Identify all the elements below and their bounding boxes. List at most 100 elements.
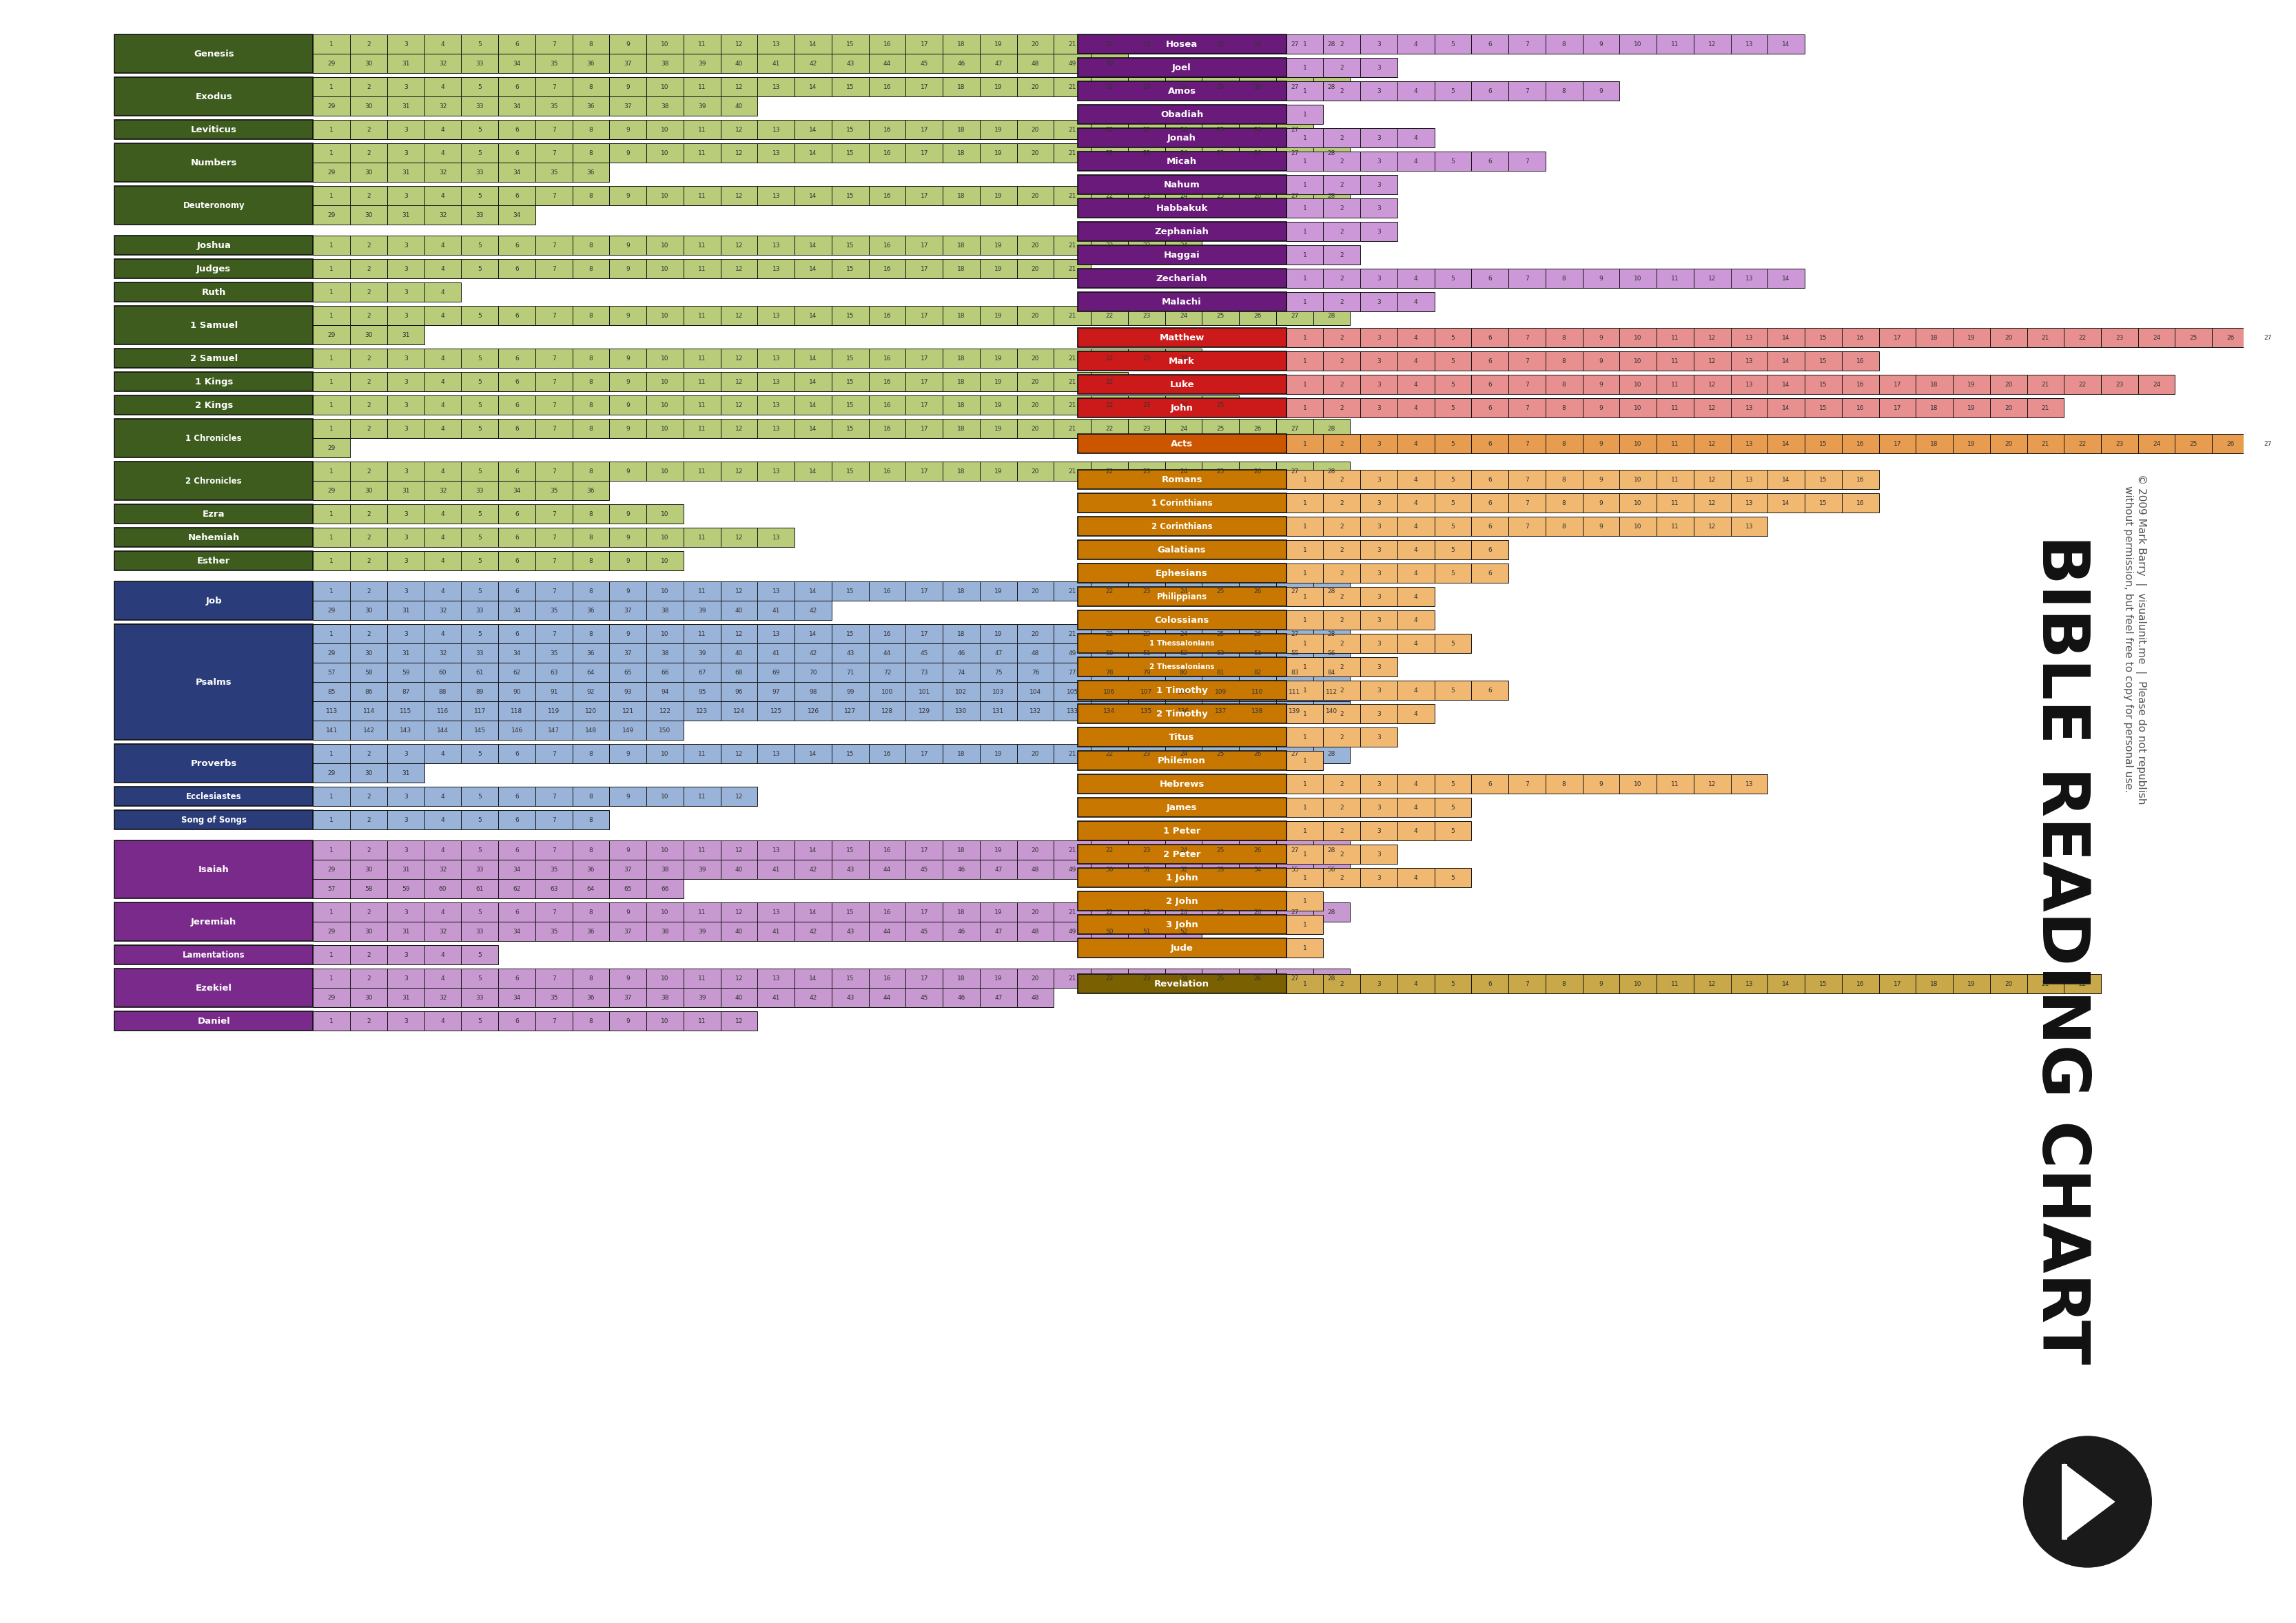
Text: 11: 11 bbox=[698, 794, 705, 800]
Text: 9: 9 bbox=[627, 588, 629, 594]
Text: 9: 9 bbox=[627, 425, 629, 432]
Text: 8: 8 bbox=[588, 794, 592, 800]
Bar bbox=[425, 743, 461, 763]
Text: 5: 5 bbox=[1451, 404, 1456, 411]
Text: 6: 6 bbox=[514, 631, 519, 636]
Text: 13: 13 bbox=[771, 378, 781, 385]
Bar bbox=[425, 841, 461, 860]
Bar bbox=[2250, 328, 2287, 347]
Bar bbox=[115, 505, 312, 524]
Bar bbox=[351, 880, 388, 898]
Bar bbox=[1508, 328, 1545, 347]
Text: 45: 45 bbox=[921, 867, 928, 873]
Text: 14: 14 bbox=[1782, 440, 1791, 446]
Bar bbox=[1277, 682, 1313, 701]
Text: 20: 20 bbox=[1031, 127, 1040, 133]
Text: 11: 11 bbox=[698, 750, 705, 756]
Bar bbox=[461, 260, 498, 278]
Text: 8: 8 bbox=[588, 355, 592, 362]
Bar bbox=[388, 988, 425, 1008]
Text: 14: 14 bbox=[1782, 276, 1791, 281]
Bar bbox=[2062, 1464, 2066, 1540]
Text: 23: 23 bbox=[1143, 847, 1150, 854]
Text: 13: 13 bbox=[771, 355, 781, 362]
Text: 1 John: 1 John bbox=[1166, 873, 1199, 883]
Bar bbox=[1508, 433, 1545, 453]
Text: 2: 2 bbox=[1341, 734, 1343, 740]
Bar bbox=[721, 860, 758, 880]
Text: 21: 21 bbox=[1068, 312, 1077, 318]
Text: 2: 2 bbox=[1341, 711, 1343, 717]
Bar bbox=[1322, 563, 1359, 583]
Text: 10: 10 bbox=[1635, 440, 1642, 446]
Bar bbox=[1954, 974, 1991, 993]
Bar bbox=[1359, 222, 1398, 242]
Bar bbox=[1655, 269, 1694, 287]
Text: 30: 30 bbox=[365, 102, 372, 109]
Text: 28: 28 bbox=[1327, 975, 1336, 982]
Text: 8: 8 bbox=[588, 84, 592, 89]
Text: 47: 47 bbox=[994, 649, 1003, 656]
Bar bbox=[1077, 351, 1286, 370]
Bar bbox=[1054, 969, 1091, 988]
Bar bbox=[905, 662, 944, 682]
Text: Deuteronomy: Deuteronomy bbox=[184, 201, 246, 209]
Text: 5: 5 bbox=[1451, 440, 1456, 446]
Bar bbox=[1655, 375, 1694, 394]
Bar bbox=[498, 349, 535, 368]
Bar bbox=[498, 969, 535, 988]
Text: 23: 23 bbox=[1143, 631, 1150, 636]
Bar bbox=[1694, 351, 1731, 370]
Bar bbox=[758, 662, 794, 682]
Bar bbox=[1322, 292, 1359, 312]
Bar bbox=[980, 235, 1017, 255]
Bar bbox=[868, 349, 905, 368]
Text: 20: 20 bbox=[2004, 334, 2011, 341]
Bar bbox=[572, 396, 608, 415]
Bar bbox=[1286, 328, 1322, 347]
Text: 2: 2 bbox=[1341, 828, 1343, 834]
Text: 48: 48 bbox=[1031, 928, 1040, 935]
Bar bbox=[1322, 222, 1359, 242]
Bar bbox=[1805, 974, 1841, 993]
Text: 17: 17 bbox=[921, 588, 928, 594]
Text: 33: 33 bbox=[475, 487, 484, 493]
Bar bbox=[684, 860, 721, 880]
Bar bbox=[572, 880, 608, 898]
Bar bbox=[1322, 799, 1359, 816]
Text: 16: 16 bbox=[884, 41, 891, 47]
Bar bbox=[905, 581, 944, 601]
Bar bbox=[758, 349, 794, 368]
Bar bbox=[1359, 844, 1398, 863]
Bar bbox=[535, 78, 572, 96]
Bar bbox=[1398, 821, 1435, 841]
Bar bbox=[1091, 235, 1127, 255]
Text: 9: 9 bbox=[627, 242, 629, 248]
Bar bbox=[1359, 269, 1398, 287]
Text: 17: 17 bbox=[921, 127, 928, 133]
Text: 18: 18 bbox=[957, 355, 964, 362]
Text: 14: 14 bbox=[1782, 404, 1791, 411]
Text: 27: 27 bbox=[1290, 84, 1300, 89]
Text: 108: 108 bbox=[1178, 688, 1189, 695]
Text: 10: 10 bbox=[661, 312, 668, 318]
Text: 10: 10 bbox=[661, 193, 668, 198]
Text: 4: 4 bbox=[1414, 781, 1417, 787]
Bar bbox=[831, 581, 868, 601]
Bar bbox=[2138, 375, 2174, 394]
Bar bbox=[684, 701, 721, 721]
Bar bbox=[388, 419, 425, 438]
Bar bbox=[944, 305, 980, 325]
Bar bbox=[425, 880, 461, 898]
Bar bbox=[1286, 269, 1322, 287]
Bar bbox=[1398, 588, 1435, 607]
Text: 28: 28 bbox=[1327, 588, 1336, 594]
Text: 56: 56 bbox=[1327, 867, 1336, 873]
Text: 19: 19 bbox=[994, 750, 1003, 756]
Text: 7: 7 bbox=[551, 847, 556, 854]
Bar bbox=[758, 419, 794, 438]
Text: 12: 12 bbox=[735, 193, 744, 198]
Bar bbox=[312, 763, 351, 782]
Text: 5: 5 bbox=[478, 534, 482, 540]
Text: 26: 26 bbox=[1254, 467, 1261, 474]
